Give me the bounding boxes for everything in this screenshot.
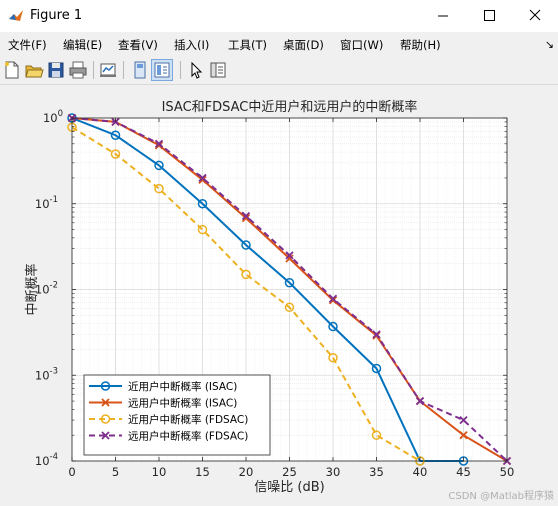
menu-tools[interactable]: 工具(T)	[228, 38, 267, 52]
y-tick-label: 10-3	[35, 366, 58, 382]
data-point-4[interactable]	[241, 211, 251, 221]
x-tick-label: 10	[152, 465, 167, 479]
menu-insert[interactable]: 插入(I)	[174, 38, 210, 52]
legend-marker-3	[100, 414, 111, 424]
data-point-1[interactable]	[328, 321, 338, 332]
menu-window[interactable]: 窗口(W)	[340, 38, 384, 52]
watermark-text: CSDN @Matlab程序猿	[448, 491, 554, 502]
x-tick-label: 5	[112, 465, 119, 479]
data-point-3[interactable]	[371, 430, 382, 440]
property-inspector-icon[interactable]	[208, 60, 228, 80]
edit-plot-icon[interactable]	[186, 60, 206, 80]
menu-edit[interactable]: 编辑(E)	[63, 38, 103, 52]
close-icon[interactable]	[512, 0, 558, 32]
legend-marker-2	[101, 398, 110, 407]
window-titlebar: Figure 1	[0, 0, 558, 32]
menu-overflow-arrow-icon[interactable]: ↘	[544, 38, 554, 51]
x-tick-label: 50	[500, 465, 515, 479]
toolbar-separator	[180, 61, 181, 79]
legend-label-1: 近用户中断概率 (ISAC)	[128, 380, 237, 393]
menu-view[interactable]: 查看(V)	[118, 38, 158, 52]
x-axis-label: 信噪比 (dB)	[254, 480, 324, 495]
data-point-1[interactable]	[154, 160, 164, 171]
data-point-4[interactable]	[328, 294, 338, 303]
menu-desktop[interactable]: 桌面(D)	[283, 38, 324, 52]
data-point-2[interactable]	[198, 175, 207, 184]
toolbar-separator	[123, 61, 124, 79]
link-plot-icon[interactable]	[98, 60, 118, 80]
data-point-3[interactable]	[284, 302, 295, 313]
data-point-3[interactable]	[154, 183, 164, 194]
x-tick-label: 35	[369, 465, 384, 479]
x-tick-label: 40	[413, 465, 428, 479]
y-tick-label: 100	[43, 109, 63, 125]
data-point-1[interactable]	[241, 240, 251, 250]
legend-marker-1	[100, 381, 111, 391]
data-point-3[interactable]	[110, 149, 121, 159]
data-point-1[interactable]	[371, 363, 382, 374]
data-point-1[interactable]	[110, 130, 121, 140]
data-point-4[interactable]	[459, 415, 468, 425]
new-figure-icon[interactable]	[2, 60, 22, 80]
menu-bar: 文件(F) 编辑(E) 查看(V) 插入(I) 工具(T) 桌面(D) 窗口(W…	[0, 32, 558, 56]
data-point-3[interactable]	[328, 352, 338, 363]
legend-marker-4	[101, 431, 110, 440]
data-point-4[interactable]	[285, 251, 294, 260]
legend-box[interactable]	[83, 374, 271, 456]
y-tick-label: 10-4	[35, 452, 58, 468]
x-tick-label: 45	[456, 465, 471, 479]
toolbar-separator	[93, 61, 94, 79]
legend-label-4: 远用户中断概率 (FDSAC)	[128, 430, 248, 443]
x-tick-label: 20	[239, 465, 254, 479]
data-point-4[interactable]	[198, 173, 207, 183]
data-point-2[interactable]	[154, 141, 164, 150]
matlab-logo-icon	[8, 8, 24, 24]
open-file-icon[interactable]	[24, 60, 44, 80]
legend-label-3: 近用户中断概率 (FDSAC)	[128, 413, 248, 426]
save-icon[interactable]	[46, 60, 66, 80]
legend-label-2: 远用户中断概率 (ISAC)	[128, 397, 237, 410]
show-plot-tools-icon[interactable]	[151, 59, 173, 81]
data-point-3[interactable]	[197, 224, 208, 235]
hide-plot-tools-icon[interactable]	[130, 60, 150, 80]
y-axis-label: 中断概率	[24, 263, 40, 315]
window-title: Figure 1	[30, 8, 83, 23]
x-tick-label: 25	[282, 465, 297, 479]
data-point-1[interactable]	[197, 199, 208, 209]
data-point-2[interactable]	[241, 213, 251, 223]
minimize-icon[interactable]	[420, 0, 466, 32]
data-point-1[interactable]	[284, 277, 295, 288]
series-line-1[interactable]	[71, 117, 464, 462]
maximize-icon[interactable]	[466, 0, 512, 32]
x-tick-label: 15	[195, 465, 210, 479]
data-point-4[interactable]	[372, 330, 381, 339]
x-tick-label: 30	[326, 465, 341, 479]
data-point-4[interactable]	[154, 139, 164, 148]
print-icon[interactable]	[68, 60, 88, 80]
menu-file[interactable]: 文件(F)	[8, 38, 47, 52]
menu-help[interactable]: 帮助(H)	[400, 38, 441, 52]
chart-title: ISAC和FDSAC中近用户和远用户的中断概率	[162, 99, 418, 115]
y-tick-label: 10-1	[35, 195, 58, 211]
data-point-2[interactable]	[285, 254, 294, 263]
figure-toolbar	[0, 56, 558, 85]
data-point-4[interactable]	[415, 396, 425, 406]
x-tick-label: 0	[68, 465, 75, 479]
data-point-3[interactable]	[241, 269, 251, 280]
data-point-2[interactable]	[459, 431, 468, 440]
